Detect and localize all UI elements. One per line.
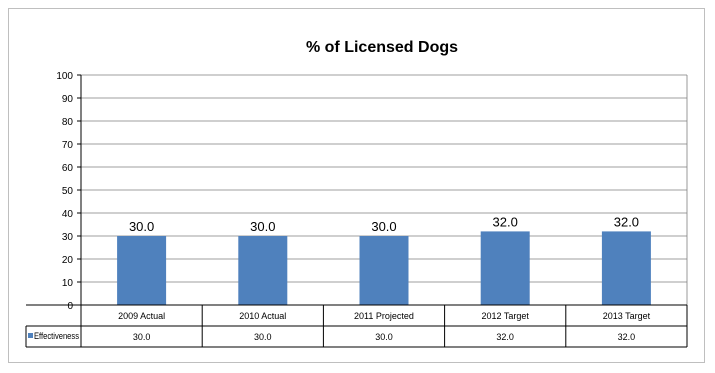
y-tick-label: 80 <box>62 117 74 128</box>
x-category-label: 2010 Actual <box>239 311 286 321</box>
bar <box>117 236 167 305</box>
y-tick-label: 100 <box>56 71 73 82</box>
bar <box>359 236 409 305</box>
table-cell-value: 30.0 <box>375 332 393 342</box>
data-label: 32.0 <box>493 214 518 229</box>
y-tick-label: 0 <box>67 301 73 312</box>
y-axis: 0 10 20 30 40 50 60 70 80 90 100 <box>56 71 82 312</box>
x-category-label: 2011 Projected <box>354 311 414 321</box>
chart-title: % of Licensed Dogs <box>306 39 458 56</box>
legend-series-name: Effectiveness <box>34 331 79 341</box>
y-tick-label: 40 <box>62 209 74 220</box>
gridlines <box>81 74 688 305</box>
bars <box>117 231 651 305</box>
data-labels: 30.0 30.0 30.0 32.0 32.0 <box>129 214 639 234</box>
data-label: 32.0 <box>614 214 639 229</box>
table-cell-value: 30.0 <box>254 332 272 342</box>
data-table: 2009 Actual 30.0 2010 Actual 30.0 2011 Proje… <box>25 304 688 348</box>
y-tick-label: 90 <box>62 94 74 105</box>
legend-swatch <box>28 333 33 338</box>
table-cell-value: 32.0 <box>618 332 636 342</box>
bar <box>238 236 288 305</box>
x-category-label: 2012 Target <box>482 311 530 321</box>
x-category-label: 2013 Target <box>603 311 651 321</box>
table-cell-value: 32.0 <box>496 332 514 342</box>
y-tick-label: 50 <box>62 186 74 197</box>
y-tick-label: 30 <box>62 232 74 243</box>
y-tick-label: 20 <box>62 255 74 266</box>
x-category-label: 2009 Actual <box>118 311 165 321</box>
bar <box>601 231 651 305</box>
table-cell-value: 30.0 <box>133 332 151 342</box>
data-label: 30.0 <box>129 219 154 234</box>
data-label: 30.0 <box>250 219 275 234</box>
y-tick-label: 10 <box>62 278 74 289</box>
bar <box>480 231 530 305</box>
y-tick-label: 70 <box>62 140 74 151</box>
y-tick-label: 60 <box>62 163 74 174</box>
data-label: 30.0 <box>371 219 396 234</box>
